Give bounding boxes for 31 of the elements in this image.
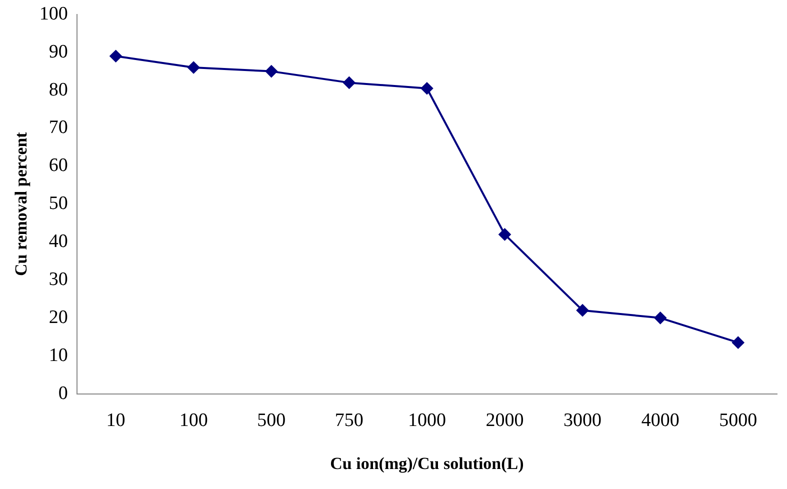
point — [110, 50, 122, 62]
y-tick-label: 80 — [48, 79, 68, 100]
x-tick-label: 3000 — [564, 410, 602, 432]
y-tick-label: 90 — [48, 41, 68, 62]
y-tick-label: 30 — [48, 268, 68, 290]
point — [265, 65, 278, 78]
point — [188, 62, 200, 74]
x-axis-title: Cu ion(mg)/Cu solution(L) — [330, 454, 524, 474]
point — [654, 312, 666, 324]
y-tick-label: 0 — [58, 382, 68, 404]
x-tick-label: 5000 — [719, 410, 758, 432]
y-tick-label: 10 — [48, 344, 68, 366]
y-tick-label: 40 — [48, 231, 68, 252]
x-tick-label: 2000 — [486, 410, 524, 432]
x-tick-label: 100 — [179, 410, 208, 432]
x-tick-label: 750 — [334, 410, 364, 432]
x-tick-label: 4000 — [641, 410, 680, 432]
point — [343, 76, 356, 89]
y-tick-label: 70 — [48, 117, 68, 138]
point — [498, 228, 511, 240]
y-tick-label: 20 — [48, 306, 68, 328]
y-tick-label: 50 — [48, 193, 68, 214]
point — [420, 82, 433, 94]
y-axis-title: Cu removal percent — [12, 132, 31, 276]
point — [576, 304, 589, 316]
point — [732, 336, 744, 349]
x-tick-label: 1000 — [408, 410, 446, 432]
y-tick-label: 60 — [48, 155, 68, 176]
x-tick-label: 10 — [106, 410, 126, 432]
y-tick-label: 100 — [39, 3, 68, 24]
x-tick-label: 500 — [257, 410, 286, 432]
